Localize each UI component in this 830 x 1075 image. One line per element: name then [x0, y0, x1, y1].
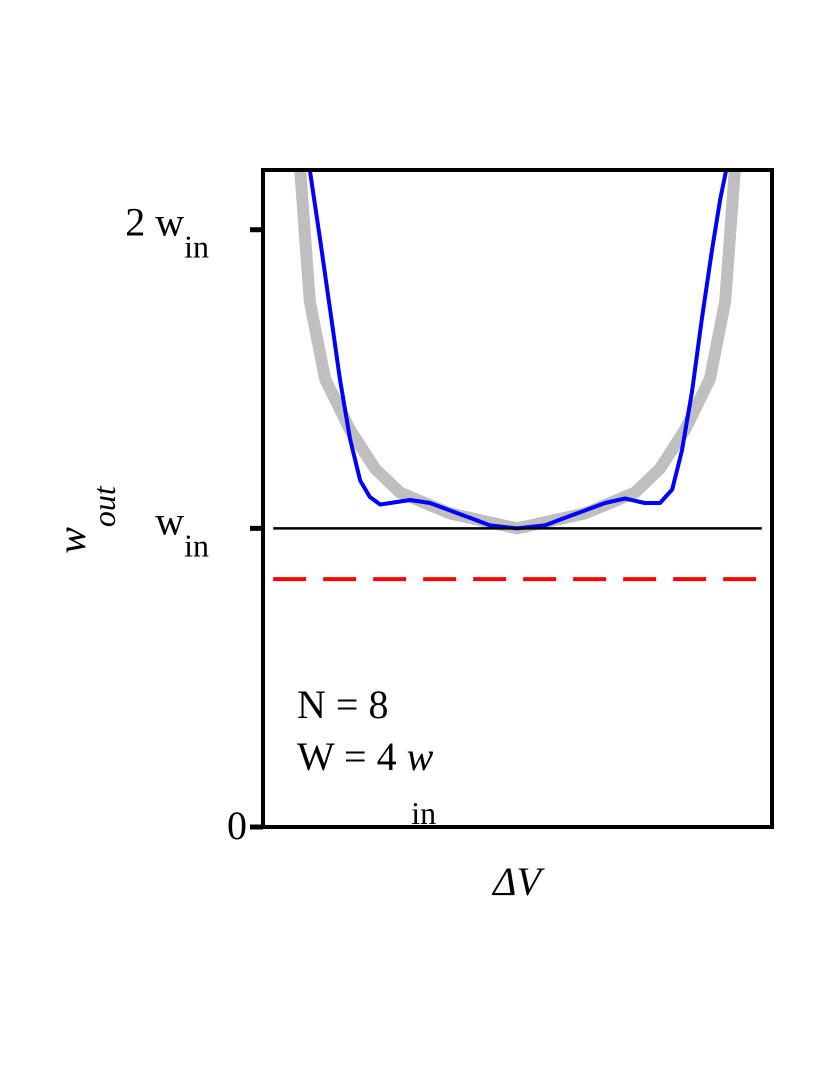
- annotation: N = 8: [297, 682, 388, 727]
- plot-area: [294, 170, 741, 535]
- tick-label-main: 2 w: [125, 200, 184, 245]
- annotation-var: w: [407, 734, 434, 779]
- y-tick-label: win: [155, 498, 209, 563]
- annotation: W = 4 w in: [297, 734, 436, 831]
- y-label-subscript: out: [86, 485, 122, 527]
- annotation-subscript: in: [411, 795, 436, 831]
- curve: [307, 170, 729, 531]
- curve: [294, 170, 741, 535]
- tick-label-subscript: in: [184, 229, 209, 265]
- annotation-text: W = 4: [297, 734, 407, 779]
- y-tick-label: 2 win: [125, 200, 209, 265]
- annotation-text: N = 8: [297, 682, 388, 727]
- tick-label-subscript: in: [184, 527, 209, 563]
- plot-frame: [261, 168, 774, 829]
- y-axis-label: wout: [49, 485, 122, 554]
- tick-label-main: w: [155, 498, 184, 543]
- y-label-main: w: [49, 527, 94, 554]
- y-tick-label: 0: [227, 803, 247, 848]
- x-axis-label: ΔV: [491, 859, 545, 904]
